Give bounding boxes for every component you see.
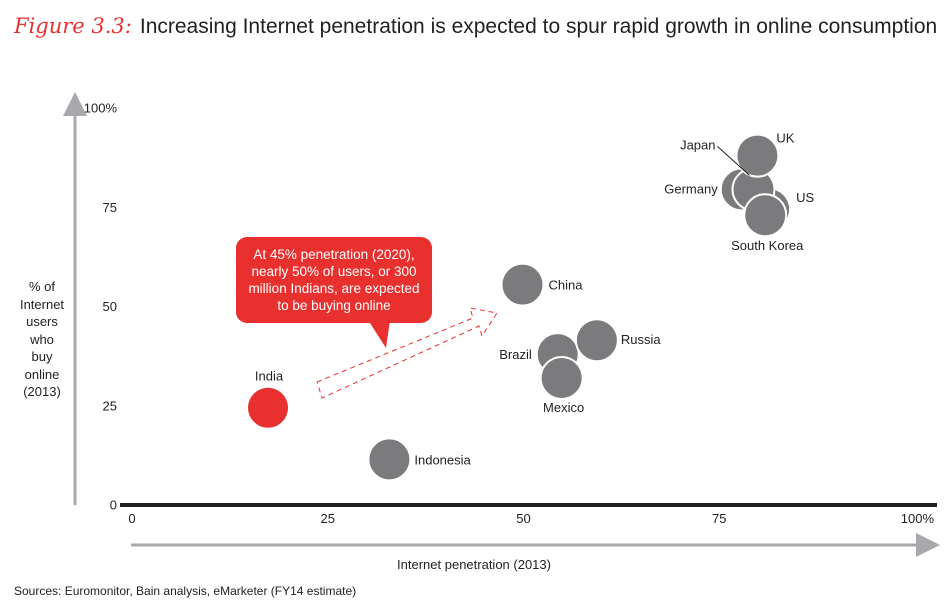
y-axis-label-line: who — [30, 331, 54, 347]
callout-tail — [368, 320, 394, 348]
point-label: US — [796, 190, 814, 205]
point-label: Indonesia — [414, 452, 471, 467]
bubble-indonesia — [367, 437, 412, 482]
y-axis-label-line: buy — [31, 349, 53, 364]
y-axis-label-line: online — [24, 366, 60, 382]
x-tick-label: 100% — [901, 511, 935, 526]
callout-annotation: At 45% penetration (2020), nearly 50% of… — [236, 237, 432, 323]
y-tick-label: 100% — [84, 101, 118, 116]
x-tick-label: 0 — [128, 511, 135, 526]
point-label: Brazil — [499, 347, 532, 362]
projection-arrow — [316, 307, 498, 399]
point-label: Russia — [621, 332, 662, 347]
y-tick-label: 0 — [110, 498, 117, 513]
bubble-uk — [735, 133, 780, 178]
x-tick-label: 25 — [321, 511, 335, 526]
y-tick-label: 75 — [103, 200, 117, 215]
y-axis-label-line: users — [26, 314, 58, 329]
point-label: Germany — [664, 181, 718, 196]
y-axis-label: % of Internet users who buy online (2013) — [6, 278, 78, 401]
bubble-south-korea — [743, 193, 788, 238]
bubble-mexico — [539, 355, 584, 400]
x-tick-label: 75 — [712, 511, 726, 526]
source-note: Sources: Euromonitor, Bain analysis, eMa… — [14, 584, 357, 598]
point-label: Japan — [680, 137, 715, 152]
point-label: UK — [776, 131, 794, 146]
point-label: China — [549, 278, 584, 293]
point-label: South Korea — [731, 238, 804, 253]
japan-leader-line — [717, 146, 750, 176]
bubble-india — [246, 385, 291, 430]
bubble-china — [500, 262, 545, 307]
figure-label: Figure 3.3: — [14, 14, 132, 38]
y-axis-label-line: (2013) — [23, 384, 61, 399]
y-axis-label-line: % of — [28, 279, 55, 294]
y-tick-label: 50 — [103, 299, 117, 314]
x-axis-label: Internet penetration (2013) — [397, 557, 551, 572]
callout-text: At 45% penetration (2020), nearly 50% of… — [248, 247, 420, 313]
point-label: India — [255, 369, 284, 384]
x-tick-label: 50 — [516, 511, 530, 526]
title-text: Increasing Internet penetration is expec… — [139, 15, 938, 38]
y-tick-label: 25 — [103, 398, 117, 413]
point-label: Mexico — [543, 400, 584, 415]
chart-title: Figure 3.3: Increasing Internet penetrati… — [14, 14, 937, 39]
y-axis-label-line: Internet — [19, 296, 65, 312]
bubble-russia — [574, 318, 619, 363]
